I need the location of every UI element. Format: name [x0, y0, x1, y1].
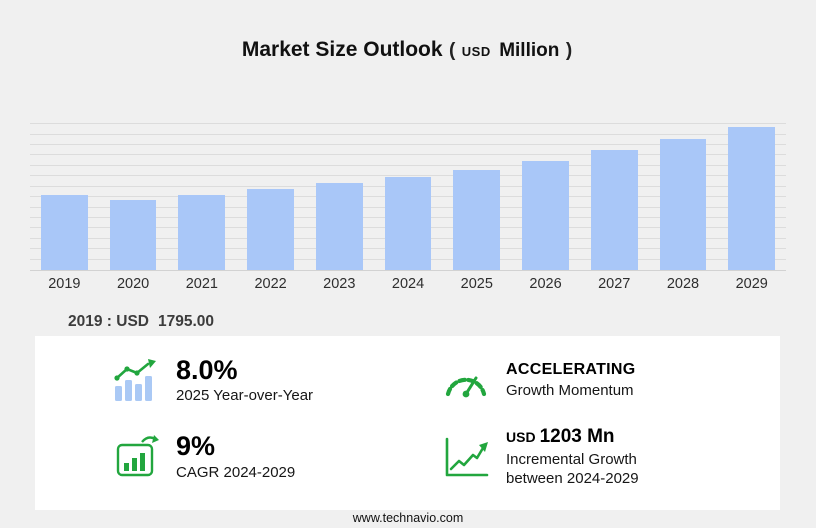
stat-momentum-value: ACCELERATING — [506, 361, 636, 379]
stat-momentum: ACCELERATING Growth Momentum — [443, 356, 760, 406]
x-axis-labels: 2019 2020 2021 2022 2023 2024 2025 2026 2027 2028… — [30, 276, 786, 292]
start-value-annotation: 2019 : USD 1795.00 — [68, 313, 214, 331]
chart-box-icon — [113, 434, 159, 480]
bar-slot — [511, 120, 580, 270]
stat-cagr-value: 9% — [176, 431, 216, 462]
bar-chart — [30, 120, 786, 271]
bar-slot — [236, 120, 305, 270]
page-title: Market Size Outlook ( USD Million ) — [0, 38, 816, 62]
x-tick-label-2020: 2020 — [116, 276, 150, 292]
stat-cagr: 9% CAGR 2024-2029 — [113, 426, 443, 489]
bars-row — [30, 120, 786, 270]
x-tick-label-2021: 2021 — [185, 276, 218, 292]
annotation-value: 1795.00 — [157, 313, 215, 330]
bar-2026 — [522, 160, 569, 270]
x-tick-label-2024: 2024 — [391, 276, 425, 292]
gridline — [30, 123, 786, 125]
stat-yoy-value: 8.0% — [176, 355, 238, 385]
bar-2020 — [109, 200, 157, 270]
x-tick-label-2028: 2028 — [666, 276, 700, 292]
title-unit: Million — [499, 40, 560, 61]
step-growth-icon — [443, 435, 489, 479]
bar-2019 — [41, 195, 88, 270]
bar-slot — [580, 120, 649, 270]
gridline — [30, 164, 786, 166]
bar-2024 — [384, 177, 432, 270]
bar-2029 — [728, 126, 776, 270]
gridline — [30, 175, 786, 177]
x-tick-label-2019: 2019 — [48, 276, 81, 292]
stat-yoy-label: 2025 Year-over-Year — [176, 387, 314, 405]
x-tick-label-2022: 2022 — [254, 276, 287, 292]
bar-slot — [305, 120, 374, 270]
bar-2025 — [453, 169, 501, 270]
stat-incremental-currency: USD — [506, 429, 536, 446]
bar-2021 — [178, 195, 226, 270]
bar-2022 — [247, 189, 294, 270]
stats-grid: 8.0% 2025 Year-over-Year ACCELERATING Gr… — [35, 336, 780, 501]
x-tick-label-2025: 2025 — [460, 276, 493, 292]
annotation-label: 2019 : USD — [68, 313, 149, 330]
bar-slot — [30, 120, 99, 270]
bar-slot — [374, 120, 443, 270]
stats-panel: 8.0% 2025 Year-over-Year ACCELERATING Gr… — [35, 336, 780, 510]
stat-yoy: 8.0% 2025 Year-over-Year — [113, 356, 443, 406]
stat-incremental-amount: 1203 Mn — [539, 426, 615, 448]
stat-incremental: USD 1203 Mn Incremental Growth between 20… — [443, 426, 760, 489]
title-currency: USD — [461, 44, 491, 59]
title-paren-open: ( — [449, 40, 456, 61]
bar-slot — [717, 120, 786, 270]
bar-slot — [167, 120, 236, 270]
title-main: Market Size Outlook — [241, 38, 443, 61]
stat-incremental-label: Incremental Growth between 2024-2029 — [506, 451, 639, 487]
growth-bars-icon — [113, 359, 159, 403]
title-paren-close: ) — [565, 40, 573, 61]
x-tick-label-2029: 2029 — [735, 276, 768, 292]
gridline — [30, 133, 786, 135]
gridline — [30, 144, 786, 145]
bar-2028 — [659, 139, 707, 270]
stat-momentum-label: Growth Momentum — [506, 382, 634, 400]
bar-2023 — [315, 182, 363, 270]
bar-slot — [649, 120, 718, 270]
speedometer-icon — [443, 362, 489, 400]
x-tick-label-2027: 2027 — [598, 276, 631, 292]
x-tick-label-2026: 2026 — [529, 276, 562, 292]
x-tick-label-2023: 2023 — [323, 276, 356, 292]
gridline — [30, 154, 786, 156]
stat-cagr-label: CAGR 2024-2029 — [176, 463, 296, 481]
bar-slot — [99, 120, 168, 270]
bar-slot — [442, 120, 511, 270]
stat-incremental-value: USD 1203 Mn — [506, 426, 681, 448]
bar-2027 — [590, 150, 638, 270]
website-url: www.technavio.com — [352, 511, 464, 525]
